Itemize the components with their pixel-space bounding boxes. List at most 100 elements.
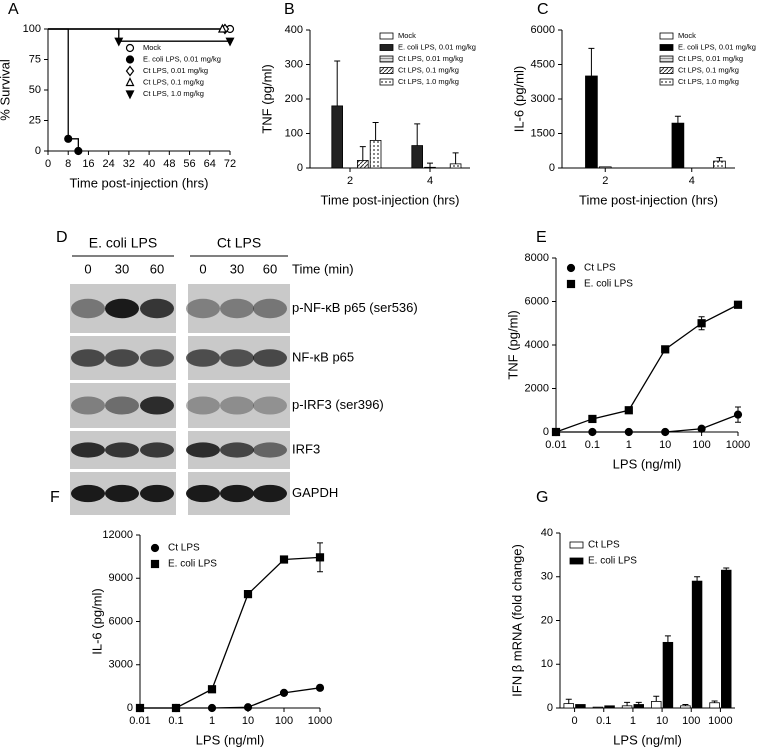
legend-label: E. coli LPS, 0.01 mg/kg: [398, 42, 476, 51]
blot-band: [140, 349, 174, 367]
y-tick-label: 6000: [109, 615, 133, 627]
error-bar: [653, 695, 660, 702]
legend-marker: [150, 543, 160, 553]
legend-label: Ct LPS, 0.1 mg/kg: [143, 77, 204, 86]
blot-band: [105, 396, 139, 415]
bar: [331, 105, 343, 169]
blot-band: [105, 484, 139, 503]
y-tick-label: 0: [127, 702, 133, 714]
legend-swatch: [379, 44, 394, 51]
error-bar: [565, 698, 572, 704]
legend-label: Mock: [678, 31, 696, 40]
bar: [671, 122, 685, 169]
legend-swatch: [659, 55, 674, 63]
legend-swatch: [569, 557, 584, 565]
error-bar: [414, 123, 421, 146]
blot-band: [186, 298, 220, 319]
y-tick-label: 6000: [531, 24, 555, 36]
y-axis-label: IL-6 (pg/ml): [89, 588, 104, 654]
legend-marker: [125, 90, 135, 100]
y-axis-label: TNF (pg/ml): [505, 310, 520, 379]
y-tick-label: 6000: [525, 295, 549, 307]
error-bar: [427, 162, 433, 168]
band-label: GAPDH: [292, 485, 338, 500]
blot-band: [253, 349, 287, 367]
x-tick-label: 24: [103, 158, 115, 170]
bar: [721, 569, 732, 709]
point: [207, 703, 217, 713]
point: [624, 406, 633, 415]
point: [588, 414, 597, 424]
band-label: p-NF-κB p65 (ser536): [292, 300, 418, 315]
x-tick-label: 0.1: [168, 715, 183, 727]
y-tick-label: 25: [29, 114, 41, 126]
bar: [575, 704, 586, 709]
legend-label: Ct LPS: [588, 540, 620, 551]
series-line: [555, 304, 739, 433]
error-bar: [716, 157, 723, 162]
point: [315, 683, 325, 692]
y-tick-label: 3000: [531, 93, 555, 105]
error-bar: [359, 146, 366, 161]
legend-label: Mock: [143, 43, 161, 52]
legend-label: Ct LPS: [584, 263, 616, 274]
blot-band: [186, 484, 220, 503]
y-axis-label: TNF (pg/ml): [259, 64, 274, 133]
bar: [621, 705, 633, 709]
bar: [662, 641, 674, 709]
legend-swatch: [379, 32, 394, 40]
error-bar: [674, 115, 681, 124]
band-label: IRF3: [292, 441, 320, 456]
y-tick-label: 4500: [531, 58, 555, 70]
y-tick-label: 20: [541, 614, 553, 626]
blot-band: [71, 349, 105, 367]
panel-label: E: [536, 229, 547, 246]
x-tick-label: 100: [275, 715, 293, 727]
legend-label: Ct LPS, 1.0 mg/kg: [398, 77, 459, 86]
panel-label: B: [284, 1, 295, 18]
series-line: [140, 687, 321, 709]
point: [551, 427, 561, 437]
point: [315, 553, 325, 562]
point: [661, 427, 670, 437]
y-tick-label: 8000: [525, 252, 549, 264]
panel-label: D: [56, 229, 68, 246]
blot-band: [186, 349, 220, 367]
legend-swatch: [659, 44, 674, 51]
x-tick-label: 100: [692, 439, 710, 451]
x-tick-label: 0.01: [545, 439, 566, 451]
error-bar: [711, 700, 718, 703]
legend-swatch: [379, 55, 394, 63]
x-tick-label: 10: [242, 715, 254, 727]
legend-swatch: [569, 541, 584, 549]
x-tick-label: 0.1: [596, 715, 611, 727]
y-axis-label: IL-6 (pg/ml): [511, 66, 526, 132]
error-bar: [723, 567, 730, 571]
y-tick-label: 9000: [109, 572, 133, 584]
legend-label: E. coli LPS, 0.01 mg/kg: [678, 42, 756, 51]
blot-band: [105, 298, 139, 319]
blot-band: [253, 396, 287, 415]
x-tick-label: 0.01: [129, 715, 150, 727]
legend-label: Ct LPS, 0.01 mg/kg: [678, 54, 743, 63]
series-line: [48, 28, 230, 42]
x-tick-label: 48: [163, 158, 175, 170]
error-bar: [635, 701, 642, 705]
x-axis-label: LPS (ng/ml): [613, 732, 682, 747]
x-tick-label: 1000: [708, 715, 732, 727]
panel-label: F: [50, 489, 60, 506]
legend-label: Ct LPS, 1.0 mg/kg: [678, 77, 739, 86]
blot-band: [105, 442, 139, 458]
time-label: 60: [150, 261, 164, 276]
x-axis-label: Time post-injection (hrs): [579, 192, 718, 207]
legend-swatch: [659, 32, 674, 40]
bar: [633, 704, 644, 709]
error-bar: [694, 576, 701, 582]
legend-label: Ct LPS, 0.01 mg/kg: [398, 54, 463, 63]
time-label: 30: [230, 261, 244, 276]
blot-panel: [188, 383, 290, 428]
x-tick-label: 0.1: [585, 439, 600, 451]
point: [661, 345, 670, 354]
x-tick-label: 64: [204, 158, 216, 170]
bar: [356, 160, 369, 169]
